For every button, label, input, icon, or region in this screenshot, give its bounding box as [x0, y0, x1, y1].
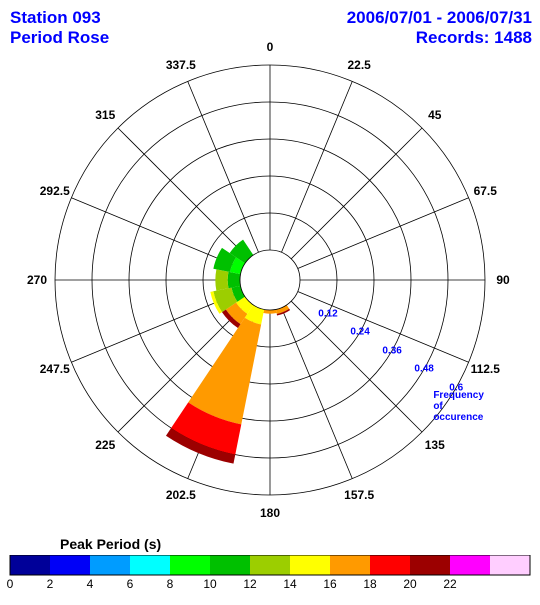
legend-tick-label: 10: [203, 577, 216, 591]
ring-value-label: 0.48: [414, 364, 433, 375]
direction-label: 292.5: [40, 184, 70, 198]
direction-label: 112.5: [471, 362, 500, 376]
rose-wedge: [188, 318, 261, 425]
legend-colorbar: [0, 555, 540, 605]
legend-tick-label: 2: [47, 577, 54, 591]
legend-tick-label: 18: [363, 577, 376, 591]
rose-wedge: [228, 272, 241, 289]
legend-tick-label: 4: [87, 577, 94, 591]
frequency-axis-label: Frequencyofoccurence: [433, 390, 484, 423]
direction-label: 45: [428, 108, 441, 122]
legend-tick-label: 14: [283, 577, 296, 591]
direction-label: 0: [267, 40, 274, 54]
ring-value-label: 0.36: [382, 345, 401, 356]
direction-label: 22.5: [347, 58, 370, 72]
legend-tick-label: 20: [403, 577, 416, 591]
ring-value-label: 0.12: [318, 308, 337, 319]
legend-tick-label: 6: [127, 577, 134, 591]
ring-value-label: 0.24: [350, 327, 369, 338]
direction-label: 67.5: [474, 184, 497, 198]
direction-label: 202.5: [166, 488, 196, 502]
legend-tick-label: 22: [443, 577, 456, 591]
legend-tick-label: 8: [167, 577, 174, 591]
legend-tick-label: 0: [7, 577, 14, 591]
direction-label: 337.5: [166, 58, 196, 72]
legend-title: Peak Period (s): [60, 536, 161, 552]
legend-tick-label: 12: [243, 577, 256, 591]
direction-label: 225: [95, 438, 115, 452]
direction-label: 157.5: [344, 488, 374, 502]
direction-label: 135: [425, 438, 445, 452]
period-rose-chart: [0, 0, 540, 540]
legend-tick-label: 16: [323, 577, 336, 591]
direction-label: 180: [260, 506, 280, 520]
direction-label: 90: [496, 273, 509, 287]
direction-label: 247.5: [40, 362, 70, 376]
rose-wedge: [215, 269, 228, 290]
direction-label: 270: [27, 273, 47, 287]
direction-label: 315: [95, 108, 115, 122]
